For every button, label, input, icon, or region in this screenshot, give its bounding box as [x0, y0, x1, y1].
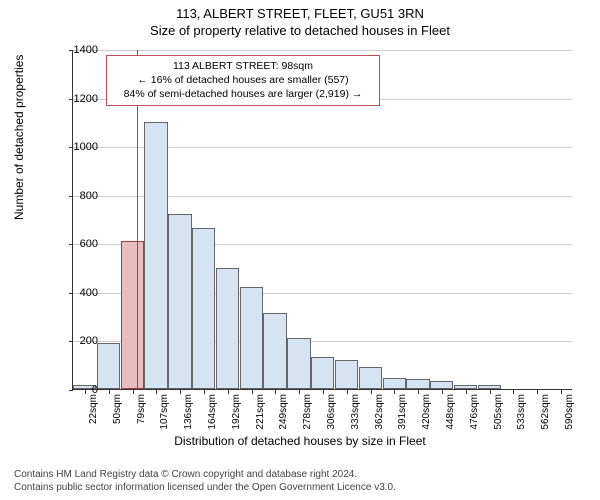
x-tick-label: 164sqm	[207, 394, 218, 430]
x-tick-mark	[466, 390, 467, 394]
x-tick-mark	[394, 390, 395, 394]
x-tick-label: 590sqm	[564, 394, 575, 430]
bar	[430, 381, 453, 390]
bar	[406, 379, 429, 389]
x-tick-label: 306sqm	[326, 394, 337, 430]
x-tick-label: 562sqm	[540, 394, 551, 430]
x-tick-mark	[252, 390, 253, 394]
y-tick-label: 1200	[58, 93, 98, 105]
x-tick-label: 22sqm	[88, 394, 99, 424]
x-tick-mark	[513, 390, 514, 394]
y-tick-label: 1400	[58, 44, 98, 56]
bar	[168, 214, 191, 389]
x-tick-mark	[275, 390, 276, 394]
chart-title-main: 113, ALBERT STREET, FLEET, GU51 3RN	[0, 0, 600, 21]
x-tick-mark	[228, 390, 229, 394]
y-tick-label: 200	[58, 335, 98, 347]
x-tick-label: 533sqm	[516, 394, 527, 430]
y-tick-label: 400	[58, 287, 98, 299]
x-tick-label: 362sqm	[374, 394, 385, 430]
bar	[192, 228, 215, 390]
chart-title-sub: Size of property relative to detached ho…	[0, 21, 600, 38]
x-tick-label: 476sqm	[469, 394, 480, 430]
x-tick-mark	[537, 390, 538, 394]
x-axis-label: Distribution of detached houses by size …	[0, 434, 600, 448]
bar	[359, 367, 382, 389]
x-tick-mark	[442, 390, 443, 394]
bar	[240, 287, 263, 389]
x-tick-label: 278sqm	[302, 394, 313, 430]
x-tick-label: 221sqm	[255, 394, 266, 430]
x-tick-label: 333sqm	[350, 394, 361, 430]
x-tick-label: 448sqm	[445, 394, 456, 430]
bar	[216, 268, 239, 389]
x-tick-label: 505sqm	[493, 394, 504, 430]
info-line-3: 84% of semi-detached houses are larger (…	[113, 87, 373, 101]
bar	[97, 343, 120, 389]
x-tick-mark	[418, 390, 419, 394]
x-tick-label: 107sqm	[159, 394, 170, 430]
info-line-1: 113 ALBERT STREET: 98sqm	[113, 59, 373, 73]
footer-line-2: Contains public sector information licen…	[14, 481, 396, 494]
x-tick-mark	[204, 390, 205, 394]
x-tick-label: 50sqm	[112, 394, 123, 424]
y-tick-label: 600	[58, 238, 98, 250]
x-tick-mark	[133, 390, 134, 394]
bar	[383, 378, 406, 389]
x-tick-label: 391sqm	[397, 394, 408, 430]
x-tick-mark	[490, 390, 491, 394]
bar	[263, 313, 286, 390]
x-tick-label: 192sqm	[231, 394, 242, 430]
grid-line	[73, 50, 572, 51]
bar	[454, 385, 477, 389]
x-tick-mark	[299, 390, 300, 394]
x-tick-mark	[347, 390, 348, 394]
x-tick-label: 79sqm	[136, 394, 147, 424]
x-tick-mark	[323, 390, 324, 394]
x-tick-label: 420sqm	[421, 394, 432, 430]
property-info-box: 113 ALBERT STREET: 98sqm ← 16% of detach…	[106, 55, 380, 106]
y-tick-label: 1000	[58, 141, 98, 153]
bar	[144, 122, 167, 389]
y-tick-label: 800	[58, 190, 98, 202]
x-tick-mark	[109, 390, 110, 394]
info-line-2: ← 16% of detached houses are smaller (55…	[113, 73, 373, 87]
y-axis-label: Number of detached properties	[12, 55, 26, 220]
x-tick-label: 249sqm	[278, 394, 289, 430]
x-tick-mark	[156, 390, 157, 394]
bar-highlight	[121, 241, 144, 389]
bar	[478, 385, 501, 389]
bar	[311, 357, 334, 389]
bar	[335, 360, 358, 389]
x-tick-label: 136sqm	[183, 394, 194, 430]
x-tick-mark	[561, 390, 562, 394]
footer-line-1: Contains HM Land Registry data © Crown c…	[14, 468, 396, 481]
chart-footer: Contains HM Land Registry data © Crown c…	[14, 468, 396, 494]
x-tick-mark	[180, 390, 181, 394]
bar	[287, 338, 310, 389]
x-tick-mark	[371, 390, 372, 394]
